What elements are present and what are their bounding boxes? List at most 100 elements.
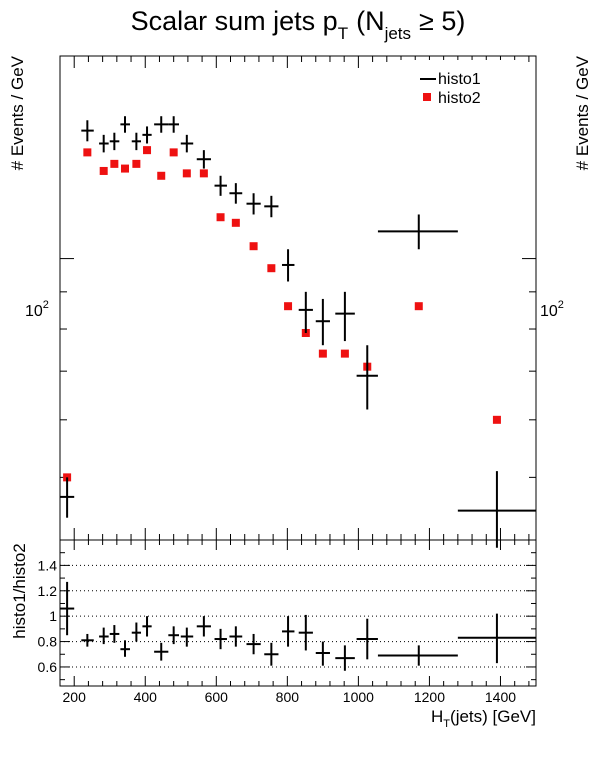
histo2-marker xyxy=(231,218,240,227)
histo1-point xyxy=(377,214,458,250)
ratio-point xyxy=(315,641,330,666)
histo2-marker xyxy=(143,146,152,155)
title-condition: ≥ 5) xyxy=(419,6,465,36)
histo1-point xyxy=(196,150,211,169)
histo2-marker xyxy=(157,171,166,180)
histo2-marker xyxy=(169,148,178,157)
ratio-point xyxy=(99,627,109,645)
ratio-grid xyxy=(60,564,536,668)
x-tick-labels: 200 400 600 800 1000 1200 1400 xyxy=(63,689,517,705)
histo2-marker xyxy=(414,302,423,311)
histo2-marker xyxy=(182,169,191,178)
ratio-y-tick-label: 1.2 xyxy=(38,583,58,599)
ratio-point xyxy=(131,622,141,642)
histo1-point xyxy=(229,183,243,204)
ratio-point xyxy=(264,642,279,666)
title-paren-sub: jets xyxy=(384,24,411,43)
histo1-point xyxy=(180,134,194,153)
ratio-point xyxy=(196,616,211,637)
histo1-point xyxy=(109,132,120,151)
histo2-marker xyxy=(110,159,119,168)
legend: histo1 histo2 xyxy=(388,60,522,110)
x-label-main: H xyxy=(431,707,443,726)
histo1-point xyxy=(335,291,355,342)
ratio-y-tick-label: 0.8 xyxy=(38,634,58,650)
ratio-point xyxy=(168,626,179,645)
histo2-marker xyxy=(216,213,225,222)
histo2-marker xyxy=(340,349,349,358)
legend-label-histo2: histo2 xyxy=(438,90,481,107)
histo1-point xyxy=(356,345,378,410)
legend-marker-histo2 xyxy=(423,93,431,101)
ratio-point xyxy=(282,616,295,647)
histo1-point xyxy=(60,477,75,518)
ratio-point xyxy=(335,645,355,671)
ratio-y-tick-label: 1.4 xyxy=(38,557,58,573)
histo1-point xyxy=(246,193,261,215)
legend-box xyxy=(388,60,522,110)
histo1-point xyxy=(315,298,330,346)
histo1-point xyxy=(264,195,279,218)
y-tick-base-left: 10 xyxy=(25,303,43,320)
ratio-y-tick-labels: 0.6 0.8 1 1.2 1.4 xyxy=(38,557,58,675)
ratio-point xyxy=(142,616,152,637)
histo2-marker xyxy=(99,166,108,175)
histo1-point xyxy=(99,134,109,153)
chart-title: Scalar sum jets pT (Njets ≥ 5) xyxy=(131,6,466,43)
ratio-point xyxy=(246,633,261,655)
histo2-marker xyxy=(83,148,92,157)
x-label-sub: T xyxy=(443,718,450,730)
histo1-point xyxy=(457,471,536,548)
title-sub: T xyxy=(338,24,348,43)
x-tick-label: 200 xyxy=(63,689,87,705)
histo2-marker xyxy=(492,415,501,424)
main-plot-frame xyxy=(59,55,537,541)
histo1-point xyxy=(81,120,94,142)
x-tick-label: 1000 xyxy=(343,689,374,705)
ratio-point xyxy=(109,625,120,643)
ratio-plot-marks xyxy=(60,581,536,671)
histo2-marker xyxy=(284,302,293,311)
y-tick-label-left: 102 xyxy=(25,299,49,320)
ratio-point xyxy=(214,628,227,650)
ratio-y-tick-label: 1 xyxy=(49,608,57,624)
histo1-point xyxy=(298,291,313,333)
histo1-point xyxy=(282,249,295,282)
main-y-axis-label: # Events / GeV xyxy=(8,55,27,170)
ratio-y-tick-label: 0.6 xyxy=(38,659,58,675)
histo1-point xyxy=(131,132,141,151)
x-tick-label: 800 xyxy=(276,689,300,705)
y-tick-exp-right: 2 xyxy=(558,299,564,311)
y-tick-base-right: 10 xyxy=(540,303,558,320)
ratio-point xyxy=(120,640,130,657)
histo2-marker xyxy=(199,169,208,178)
ratio-axis-ticks xyxy=(60,540,536,686)
main-y-axis-label-right: # Events / GeV xyxy=(573,55,592,170)
main-axis-ticks xyxy=(60,56,536,540)
title-main: Scalar sum jets p xyxy=(131,6,338,36)
histo1-point xyxy=(168,116,179,133)
ratio-point xyxy=(81,633,94,647)
main-plot-marks xyxy=(60,116,536,548)
ratio-point xyxy=(180,627,194,647)
y-tick-exp-left: 2 xyxy=(43,299,49,311)
x-axis-label: HT(jets) [GeV] xyxy=(431,707,536,730)
histo2-marker xyxy=(249,242,258,251)
legend-label-histo1: histo1 xyxy=(438,71,481,88)
histo2-marker xyxy=(267,264,276,273)
ratio-point xyxy=(60,581,75,636)
histo2-marker xyxy=(121,164,130,173)
ratio-plot-frame xyxy=(59,539,537,687)
x-tick-label: 1200 xyxy=(414,689,445,705)
ratio-point xyxy=(356,618,378,660)
histo1-point xyxy=(120,116,130,133)
ratio-point xyxy=(154,642,169,661)
histo1-point xyxy=(214,175,227,196)
y-tick-label-right: 102 xyxy=(540,299,564,320)
x-tick-label: 600 xyxy=(205,689,229,705)
histo1-point xyxy=(154,116,169,133)
ratio-point xyxy=(298,614,313,651)
x-tick-label: 400 xyxy=(134,689,158,705)
histo2-marker xyxy=(132,159,141,168)
